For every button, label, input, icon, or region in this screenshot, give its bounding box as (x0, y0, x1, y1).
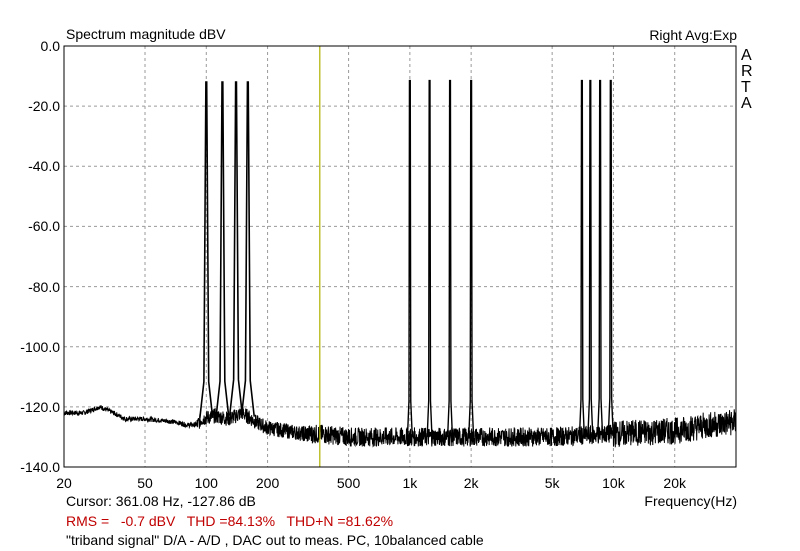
x-tick-label: 2k (463, 475, 479, 491)
arta-logo-letter-r: R (741, 63, 753, 80)
peak-1000hz (406, 79, 413, 437)
peak-9700hz (607, 79, 614, 435)
y-tick-label: 0.0 (40, 38, 60, 54)
noise-floor-trace (63, 405, 737, 448)
peak-2000hz (468, 79, 475, 437)
peak-140hz (228, 81, 244, 416)
grid (64, 46, 736, 467)
x-tick-label: 50 (137, 475, 153, 491)
peak-8600hz (597, 79, 604, 435)
chart-title: Spectrum magnitude dBV (66, 26, 226, 42)
y-tick-label: -60.0 (28, 218, 60, 235)
averaging-mode-label: Right Avg:Exp (649, 27, 737, 43)
measurement-note: "triband signal" D/A - A/D , DAC out to … (66, 532, 484, 548)
peak-1575hz (446, 79, 454, 437)
y-tick-label: -140.0 (20, 459, 60, 475)
peak-160hz (240, 81, 256, 417)
x-tick-label: 200 (255, 475, 280, 491)
y-tick-label: -40.0 (28, 158, 60, 175)
peak-100hz (199, 81, 214, 418)
x-tick-label: 500 (336, 475, 361, 491)
trace-layer (63, 405, 737, 448)
y-tick-label: -20.0 (28, 98, 60, 115)
y-tick-label: -120.0 (20, 398, 60, 415)
x-tick-label: 20 (56, 475, 72, 491)
arta-logo-letter-t: T (741, 79, 751, 96)
arta-logo-letter-a1: A (741, 47, 752, 64)
x-tick-label: 5k (544, 475, 560, 491)
x-tick-label: 100 (194, 475, 218, 491)
x-tick-label: 1k (402, 475, 418, 491)
peaks-layer (199, 79, 614, 437)
plot-frame (63, 45, 737, 468)
peak-1250hz (426, 79, 433, 437)
x-tick-label: 10k (602, 475, 625, 491)
x-tick-label: 20k (663, 475, 686, 491)
arta-logo-letter-a2: A (741, 95, 752, 112)
x-axis-label: Frequency(Hz) (644, 493, 737, 509)
peak-7700hz (587, 79, 594, 436)
y-tick-label: -80.0 (28, 278, 60, 295)
peak-7000hz (578, 79, 585, 436)
rms-thd-readout: RMS = -0.7 dBV THD =84.13% THD+N =81.62% (66, 513, 394, 529)
cursor-readout: Cursor: 361.08 Hz, -127.86 dB (66, 493, 256, 509)
y-tick-label: -100.0 (20, 338, 60, 355)
peak-120hz (215, 81, 230, 418)
